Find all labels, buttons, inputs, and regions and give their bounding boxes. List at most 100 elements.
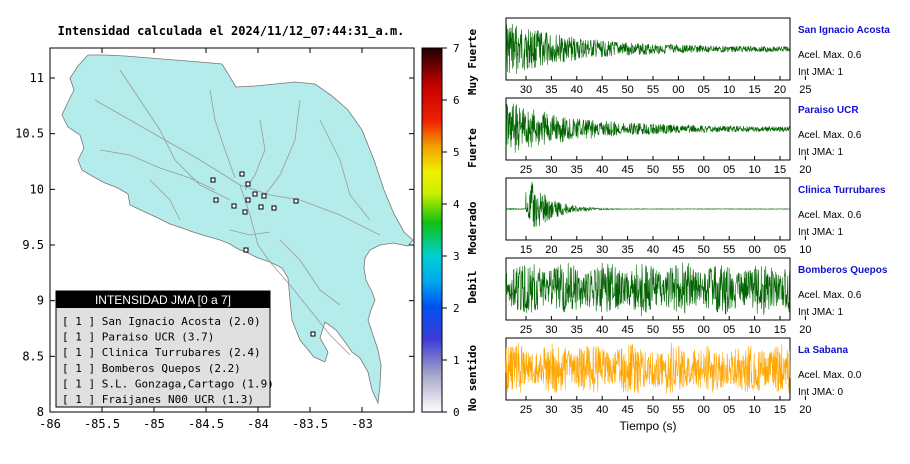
station-name: San Ignacio Acosta: [798, 25, 890, 36]
trace-x-tick-label: 10: [748, 324, 760, 336]
trace-x-tick-label: 25: [799, 84, 811, 96]
colorbar-tick-label: 5: [453, 146, 460, 159]
colorbar-tick-label: 3: [453, 250, 460, 263]
map-x-tick-label: -85: [143, 417, 165, 431]
colorbar-label: Muy Fuerte: [466, 29, 479, 96]
trace-x-tick-label: 35: [571, 164, 583, 176]
colorbar-tick-label: 7: [453, 42, 460, 55]
station-name: Paraiso UCR: [798, 105, 859, 116]
trace-x-tick-label: 50: [621, 84, 633, 96]
trace-x-tick-label: 00: [748, 244, 760, 256]
station-name: Clinica Turrubares: [798, 185, 886, 196]
trace-x-tick-label: 20: [799, 164, 811, 176]
trace-x-tick-label: 10: [723, 84, 735, 96]
trace-x-tick-label: 40: [596, 324, 608, 336]
trace-x-tick-label: 00: [698, 324, 710, 336]
trace-x-tick-label: 20: [799, 404, 811, 416]
colorbar-label: Fuerte: [466, 128, 479, 168]
seismogram-panels: 30 35 40 45 50 55 00 05 10 15 20 25 San Ignacio Acos…: [505, 17, 890, 433]
trace-x-axis-label: Tiempo (s): [620, 419, 677, 433]
map-y-tick-label: 10: [30, 182, 44, 196]
map-y-tick-label: 11: [30, 71, 44, 85]
trace-x-tick-label: 20: [799, 324, 811, 336]
trace-x-tick-label: 10: [748, 404, 760, 416]
map-y-tick-label: 9.5: [22, 238, 44, 252]
seismogram-panel: 25 30 35 40 45 50 55 00 05 10 15 20 Bomberos Quepos A…: [505, 257, 888, 336]
trace-x-tick-label: 30: [596, 244, 608, 256]
trace-x-tick-label: 05: [723, 404, 735, 416]
trace-x-tick-label: 55: [647, 84, 659, 96]
colorbar-tick-label: 0: [453, 406, 460, 419]
station-accel-max: Acel. Max. 0.6: [798, 210, 862, 221]
trace-x-tick-label: 05: [774, 244, 786, 256]
trace-x-tick-label: 15: [748, 84, 760, 96]
map-y-tick-label: 8.5: [22, 349, 44, 363]
trace-x-tick-label: 50: [647, 164, 659, 176]
map-axes-frame: [49, 47, 415, 413]
trace-x-tick-label: 00: [698, 404, 710, 416]
legend-box: [55, 290, 271, 408]
station-accel-max: Acel. Max. 0.6: [798, 130, 862, 141]
trace-x-tick-label: 35: [621, 244, 633, 256]
station-int-jma: Int JMA: 1: [798, 227, 843, 238]
map-x-tick-label: -84: [247, 417, 269, 431]
trace-x-tick-label: 50: [647, 404, 659, 416]
trace-x-tick-label: 05: [723, 164, 735, 176]
trace-x-tick-label: 10: [748, 164, 760, 176]
legend-item: [ 1 ] San Ignacio Acosta (2.0): [62, 315, 261, 328]
seismogram-panel: 25 30 35 40 45 50 55 00 05 10 15 20 Paraiso UCR Acel.…: [505, 97, 862, 176]
colorbar-label: No sentido: [466, 345, 479, 412]
station-markers: [210, 171, 316, 337]
trace-x-tick-label: 25: [520, 404, 532, 416]
trace-x-tick-label: 45: [621, 164, 633, 176]
trace-x-tick-label: 40: [596, 164, 608, 176]
colorbar-labels: No sentido Debil Moderado Fuerte Muy Fuerte: [466, 29, 479, 412]
map-x-tick-label: -83.5: [292, 417, 328, 431]
trace-x-tick-label: 45: [621, 404, 633, 416]
costa-rica-landmass: [61, 54, 414, 405]
trace-x-tick-label: 15: [520, 244, 532, 256]
trace-x-tick-label: 25: [520, 324, 532, 336]
trace-x-tick-label: 05: [698, 84, 710, 96]
legend-item: [ 1 ] Bomberos Quepos (2.2): [62, 362, 241, 375]
trace-x-tick-label: 40: [571, 84, 583, 96]
trace-x-tick-label: 45: [621, 324, 633, 336]
waveform-trace: [505, 342, 791, 395]
station-name: La Sabana: [798, 345, 848, 356]
station-accel-max: Acel. Max. 0.0: [798, 370, 862, 381]
trace-x-tick-label: 30: [545, 164, 557, 176]
trace-x-tick-label: 20: [774, 84, 786, 96]
map-x-tick-label: -85.5: [84, 417, 120, 431]
map-title: Intensidad calculada el 2024/11/12_07:44…: [58, 24, 405, 39]
legend-title: INTENSIDAD JMA [0 a 7]: [95, 293, 231, 307]
trace-x-tick-label: 55: [723, 244, 735, 256]
colorbar-tick-label: 6: [453, 94, 460, 107]
station-name: Bomberos Quepos: [798, 265, 888, 276]
trace-x-tick-label: 45: [672, 244, 684, 256]
trace-x-tick-label: 30: [545, 404, 557, 416]
map-x-tick-label: -84.5: [188, 417, 224, 431]
waveform-trace: [505, 181, 790, 228]
trace-x-tick-label: 55: [672, 164, 684, 176]
station-int-jma: Int JMA: 1: [798, 307, 843, 318]
colorbar-label: Debil: [466, 270, 479, 303]
trace-x-tick-label: 55: [672, 324, 684, 336]
trace-x-tick-label: 15: [774, 404, 786, 416]
trace-x-tick-label: 50: [647, 324, 659, 336]
trace-x-tick-label: 00: [672, 84, 684, 96]
trace-x-tick-label: 00: [698, 164, 710, 176]
seismogram-panel: 15 20 25 30 35 40 45 50 55 00 05 10 Clinica Turrubar…: [505, 177, 886, 256]
legend-item: [ 1 ] Clinica Turrubares (2.4): [62, 346, 261, 359]
map-x-axis: -86 -85.5 -85 -84.5 -84 -83.5 -83: [39, 48, 373, 431]
trace-x-tick-label: 15: [774, 324, 786, 336]
waveform-trace: [505, 24, 791, 74]
station-accel-max: Acel. Max. 0.6: [798, 290, 862, 301]
trace-x-tick-label: 25: [520, 164, 532, 176]
legend-item: [ 1 ] Fraijanes N00 UCR (1.3): [62, 393, 254, 406]
trace-x-tick-label: 50: [698, 244, 710, 256]
station-accel-max: Acel. Max. 0.6: [798, 50, 862, 61]
colorbar-tick-label: 1: [453, 354, 460, 367]
map-x-tick-label: -83: [351, 417, 373, 431]
trace-x-tick-label: 10: [799, 244, 811, 256]
trace-x-tick-label: 40: [596, 404, 608, 416]
